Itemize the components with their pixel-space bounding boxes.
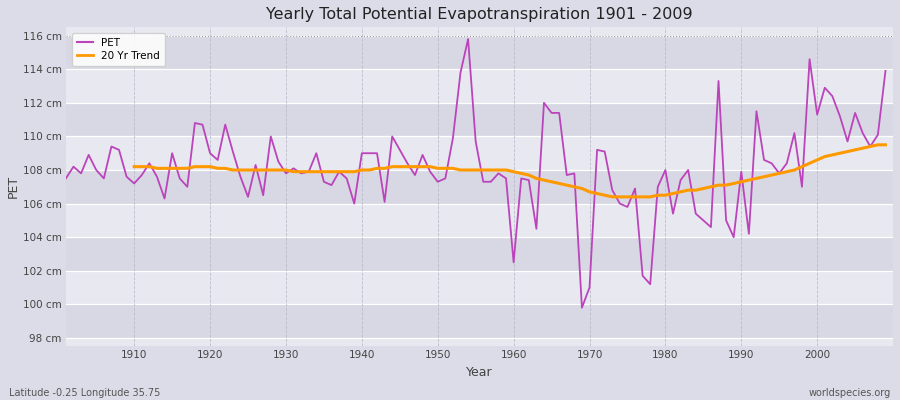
Bar (66, 204, 893, 237)
Text: Latitude -0.25 Longitude 35.75: Latitude -0.25 Longitude 35.75 (9, 388, 160, 398)
Title: Yearly Total Potential Evapotranspiration 1901 - 2009: Yearly Total Potential Evapotranspiratio… (266, 7, 693, 22)
Bar (66, 136, 893, 170)
Text: worldspecies.org: worldspecies.org (809, 388, 891, 398)
Y-axis label: PET: PET (7, 175, 20, 198)
Bar (66, 36, 893, 69)
Legend: PET, 20 Yr Trend: PET, 20 Yr Trend (72, 33, 165, 66)
Bar (66, 304, 893, 338)
Bar (66, 69, 893, 103)
Bar (66, 271, 893, 304)
Bar (66, 103, 893, 136)
Bar (66, 170, 893, 204)
Bar (66, 237, 893, 271)
X-axis label: Year: Year (466, 366, 493, 379)
